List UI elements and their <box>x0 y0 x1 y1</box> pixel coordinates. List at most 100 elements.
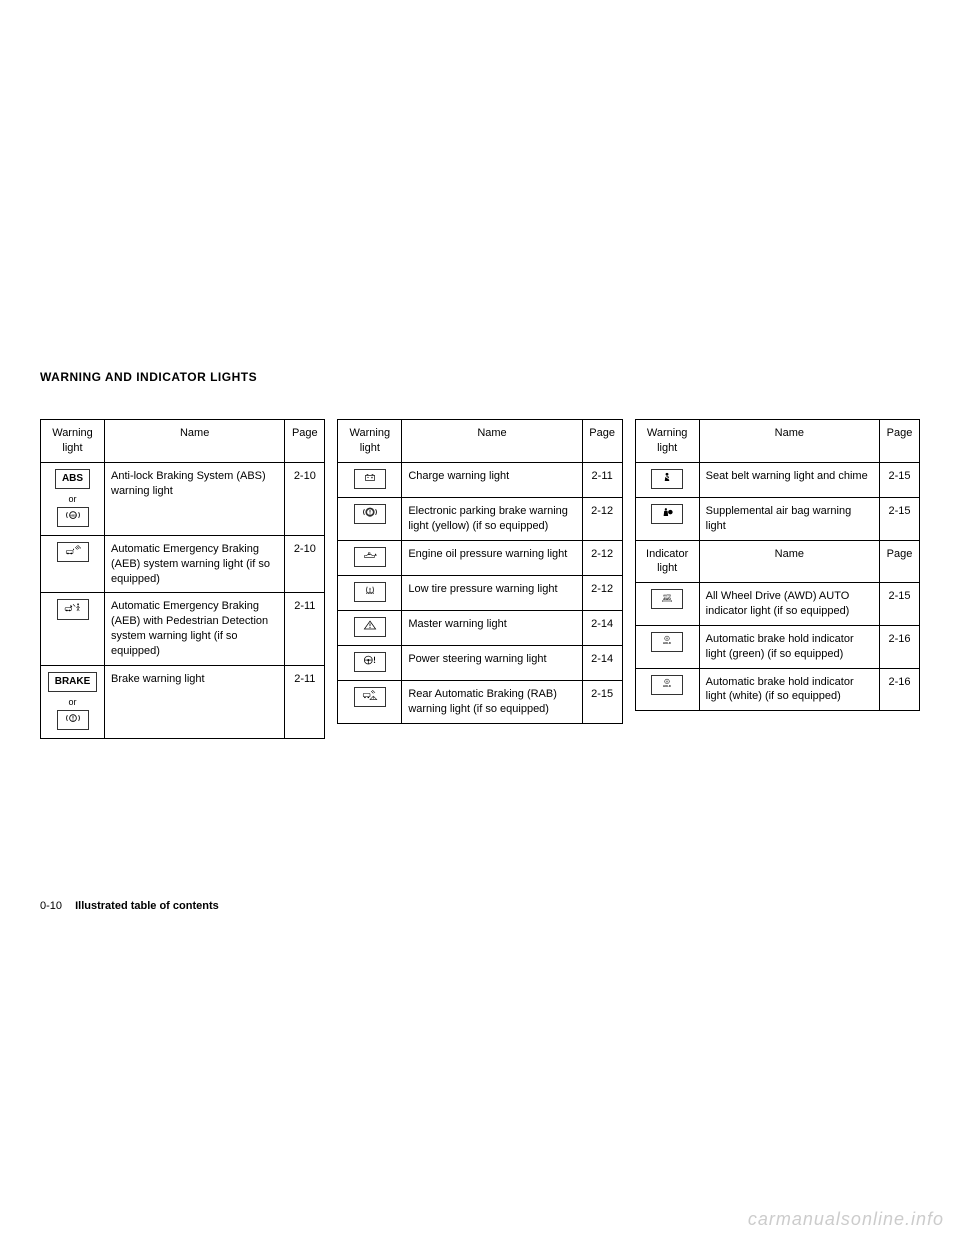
warning-table-3a: Warning light Name Page Seat belt warnin… <box>635 419 920 541</box>
icon-cell <box>338 497 402 540</box>
table-row: Master warning light 2-14 <box>338 610 622 645</box>
table-header-row: Indicator light Name Page <box>635 540 919 583</box>
tables-container: Warning light Name Page ABS or ABS Anti-… <box>40 419 920 739</box>
indicator-table-3b: Indicator light Name Page AUTOAWD All Wh… <box>635 540 920 712</box>
icon-cell <box>338 645 402 680</box>
seatbelt-icon <box>651 469 683 489</box>
column-3: Warning light Name Page Seat belt warnin… <box>635 419 920 739</box>
warning-table-2: Warning light Name Page Charge warning l… <box>337 419 622 724</box>
name-cell: Automatic Emergency Braking (AEB) system… <box>105 535 285 593</box>
aeb-ped-icon <box>57 599 89 619</box>
oil-icon <box>354 547 386 567</box>
name-cell: Brake warning light <box>105 665 285 738</box>
page-cell: 2-10 <box>285 535 325 593</box>
icon-cell <box>338 610 402 645</box>
th-page: Page <box>582 420 622 463</box>
icon-cell: AHOLD <box>635 668 699 711</box>
table-header-row: Warning light Name Page <box>635 420 919 463</box>
table-header-row: Warning light Name Page <box>41 420 325 463</box>
page-cell: 2-11 <box>285 593 325 665</box>
name-cell: Automatic Emergency Braking (AEB) with P… <box>105 593 285 665</box>
svg-text:A: A <box>666 679 668 683</box>
table-row: BRAKE or Brake warning light 2-11 <box>41 665 325 738</box>
page-cell: 2-15 <box>879 497 919 540</box>
name-cell: Anti-lock Braking System (ABS) warning l… <box>105 462 285 535</box>
svg-text:HOLD: HOLD <box>663 641 671 645</box>
page-cell: 2-14 <box>582 645 622 680</box>
th-name: Name <box>699 420 879 463</box>
name-cell: Supplemental air bag warning light <box>699 497 879 540</box>
name-cell: Low tire pressure warning light <box>402 575 582 610</box>
brake-icon: BRAKE <box>48 672 98 692</box>
icon-cell <box>635 497 699 540</box>
th-name: Name <box>402 420 582 463</box>
icon-cell <box>338 681 402 724</box>
th-warning-light: Warning light <box>41 420 105 463</box>
or-text: or <box>45 493 100 505</box>
icon-cell: AHOLD <box>635 625 699 668</box>
page-cell: 2-12 <box>582 540 622 575</box>
table-row: AHOLD Automatic brake hold indicator lig… <box>635 668 919 711</box>
th-page: Page <box>879 420 919 463</box>
icon-cell <box>635 462 699 497</box>
epb-icon <box>354 504 386 524</box>
abs-icon: ABS <box>55 469 90 489</box>
tire-icon <box>354 582 386 602</box>
table-row: Supplemental air bag warning light 2-15 <box>635 497 919 540</box>
steering-icon <box>354 652 386 672</box>
hold-green-icon: AHOLD <box>651 632 683 652</box>
toc-label: Illustrated table of contents <box>75 900 219 912</box>
icon-cell: ABS or ABS <box>41 462 105 535</box>
or-text: or <box>45 696 100 708</box>
name-cell: Rear Automatic Braking (RAB) warning lig… <box>402 681 582 724</box>
table-row: Charge warning light 2-11 <box>338 462 622 497</box>
awd-icon: AUTOAWD <box>651 589 683 609</box>
column-1: Warning light Name Page ABS or ABS Anti-… <box>40 419 325 739</box>
brake-circle-icon <box>57 710 89 730</box>
icon-cell <box>338 575 402 610</box>
th-page: Page <box>285 420 325 463</box>
name-cell: Charge warning light <box>402 462 582 497</box>
column-2: Warning light Name Page Charge warning l… <box>337 419 622 739</box>
svg-text:AWD: AWD <box>663 597 671 601</box>
page-cell: 2-12 <box>582 575 622 610</box>
page-footer: 0-10 Illustrated table of contents <box>40 900 219 912</box>
page-cell: 2-14 <box>582 610 622 645</box>
table-row: ABS or ABS Anti-lock Braking System (ABS… <box>41 462 325 535</box>
page-cell: 2-15 <box>879 462 919 497</box>
th-name: Name <box>699 540 879 583</box>
section-title: WARNING AND INDICATOR LIGHTS <box>40 370 920 384</box>
master-icon <box>354 617 386 637</box>
th-indicator-light: Indicator light <box>635 540 699 583</box>
icon-cell: AUTOAWD <box>635 583 699 626</box>
table-row: AUTOAWD All Wheel Drive (AWD) AUTO indic… <box>635 583 919 626</box>
page-cell: 2-15 <box>582 681 622 724</box>
th-warning-light: Warning light <box>338 420 402 463</box>
th-warning-light: Warning light <box>635 420 699 463</box>
th-name: Name <box>105 420 285 463</box>
table-row: Electronic parking brake warning light (… <box>338 497 622 540</box>
th-page: Page <box>879 540 919 583</box>
name-cell: Power steering warning light <box>402 645 582 680</box>
page-cell: 2-16 <box>879 668 919 711</box>
table-header-row: Warning light Name Page <box>338 420 622 463</box>
page-number: 0-10 <box>40 900 62 912</box>
icon-cell <box>41 535 105 593</box>
icon-cell <box>338 540 402 575</box>
rab-icon <box>354 687 386 707</box>
name-cell: Seat belt warning light and chime <box>699 462 879 497</box>
name-cell: Automatic brake hold indicator light (wh… <box>699 668 879 711</box>
name-cell: Electronic parking brake warning light (… <box>402 497 582 540</box>
abs-circle-icon: ABS <box>57 507 89 527</box>
page-cell: 2-15 <box>879 583 919 626</box>
page-cell: 2-11 <box>285 665 325 738</box>
battery-icon <box>354 469 386 489</box>
watermark: carmanualsonline.info <box>748 1209 944 1230</box>
table-row: Automatic Emergency Braking (AEB) system… <box>41 535 325 593</box>
table-row: AHOLD Automatic brake hold indicator lig… <box>635 625 919 668</box>
page-cell: 2-16 <box>879 625 919 668</box>
page-content: WARNING AND INDICATOR LIGHTS Warning lig… <box>40 370 920 739</box>
name-cell: Engine oil pressure warning light <box>402 540 582 575</box>
icon-cell: BRAKE or <box>41 665 105 738</box>
aeb-icon <box>57 542 89 562</box>
